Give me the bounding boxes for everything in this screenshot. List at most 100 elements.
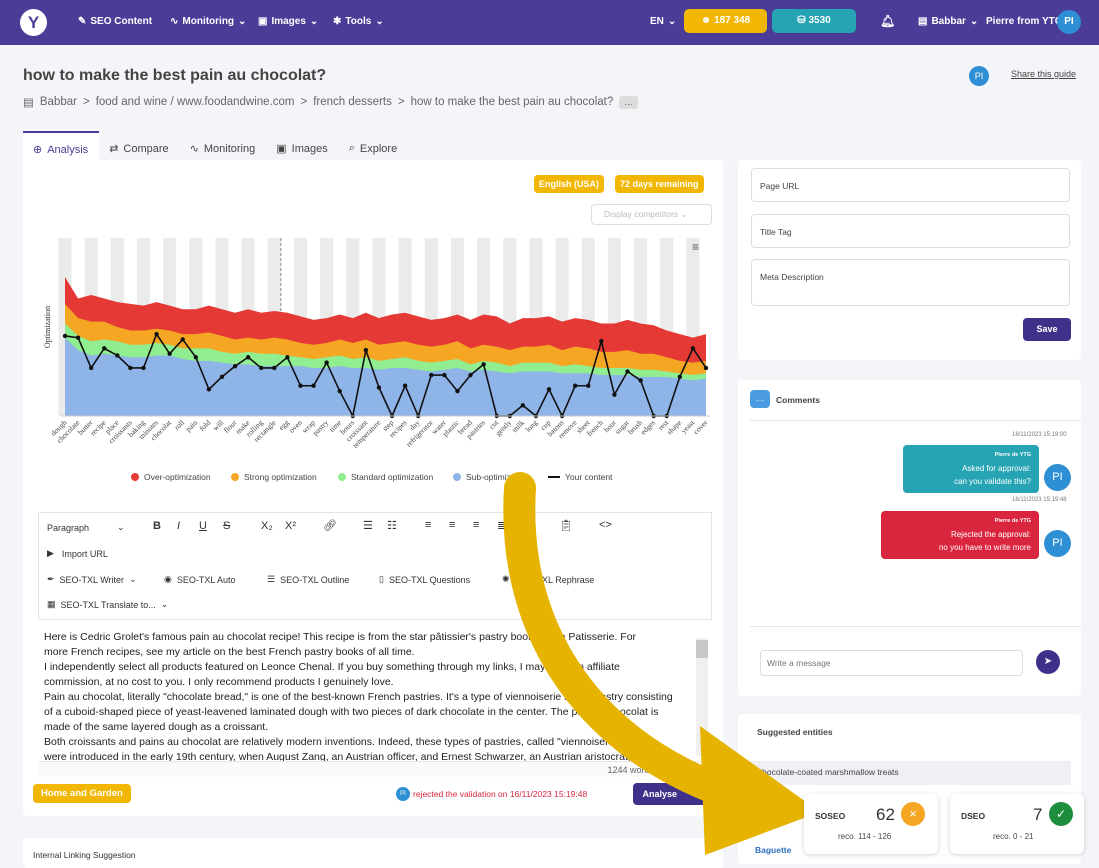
your-content-point bbox=[219, 374, 225, 380]
your-content-point bbox=[481, 362, 486, 367]
import-url-button[interactable]: ▶ Import URL bbox=[47, 548, 108, 559]
footer-avatar: PI bbox=[396, 787, 410, 801]
language-badge: English (USA) bbox=[534, 175, 604, 193]
legend-dot bbox=[338, 473, 346, 481]
nav-tools[interactable]: ✱ Tools ⌄ bbox=[333, 16, 384, 27]
legend-over[interactable]: Over-optimization bbox=[131, 472, 211, 482]
tab-analysis[interactable]: ⊕ Analysis bbox=[23, 131, 100, 164]
nav-seo-content[interactable]: ✎ SEO Content bbox=[78, 16, 153, 27]
nav-monitoring[interactable]: ∿ Monitoring ⌄ bbox=[170, 16, 247, 27]
your-content-point bbox=[272, 365, 277, 371]
paragraph-select[interactable]: Paragraph ⌄ bbox=[47, 522, 125, 533]
breadcrumb-item[interactable]: french desserts bbox=[313, 96, 392, 108]
your-content-point bbox=[546, 387, 552, 392]
legend-strong[interactable]: Strong optimization bbox=[231, 472, 317, 482]
legend-standard[interactable]: Standard optimization bbox=[338, 472, 433, 482]
align-left-icon[interactable]: ≡ bbox=[425, 519, 432, 531]
account-selector[interactable]: ▤ Babbar ⌄ bbox=[918, 16, 979, 27]
editor-line: made of the same layered dough as a croi… bbox=[44, 721, 269, 733]
bold-button[interactable]: B bbox=[153, 520, 161, 532]
your-content-point bbox=[402, 383, 408, 388]
bell-icon[interactable]: 🔔︎ bbox=[880, 14, 896, 28]
seo-writer-button[interactable]: ✒ SEO-TXL Writer ⌄ bbox=[47, 574, 137, 585]
justify-icon[interactable]: ≣ bbox=[497, 520, 507, 532]
seo-outline-button[interactable]: ☰ SEO-TXL Outline bbox=[267, 574, 350, 585]
breadcrumb-item[interactable]: food and wine / www.foodandwine.com bbox=[95, 96, 295, 108]
legend-sub[interactable]: Sub-optimization bbox=[453, 472, 529, 482]
seo-rephrase-button[interactable]: ✺ SEO-TXL Rephrase bbox=[502, 574, 595, 585]
chevron-down-icon: ⌄ bbox=[969, 16, 979, 27]
chevron-down-icon: ⌄ bbox=[129, 574, 137, 584]
seo-translate-button[interactable]: ▦ SEO-TXL Translate to... ⌄ bbox=[47, 599, 169, 610]
credits-badge-2[interactable]: ⛁ 3530 bbox=[772, 9, 856, 33]
save-button[interactable]: Save bbox=[1023, 318, 1071, 341]
top-bar: Y ✎ SEO Content ∿ Monitoring ⌄ ▣ Images ⌄ ✱ To… bbox=[0, 0, 1099, 45]
comment-line: can you validate this? bbox=[954, 477, 1031, 486]
credits-badge-1[interactable]: ☻ 187 348 bbox=[684, 9, 767, 33]
link-icon[interactable]: 🔗︎ bbox=[323, 520, 337, 532]
share-guide-link[interactable]: Share this guide bbox=[1011, 69, 1077, 79]
breadcrumb-separator: > bbox=[397, 96, 405, 108]
numbered-list-icon[interactable]: ☷ bbox=[387, 520, 397, 532]
comment-avatar: PI bbox=[1044, 464, 1071, 491]
tab-monitoring[interactable]: ∿ Monitoring bbox=[189, 142, 256, 156]
your-content-point bbox=[599, 339, 604, 344]
bullet-list-icon[interactable]: ☰ bbox=[363, 520, 373, 532]
legend-your-content[interactable]: Your content bbox=[548, 472, 612, 482]
meta-description-field[interactable]: Meta Description bbox=[751, 259, 1070, 306]
your-content-point bbox=[167, 351, 172, 356]
search-icon: ⌕ bbox=[348, 142, 355, 154]
editor-line: Pain au chocolat, literally "chocolate b… bbox=[44, 691, 673, 703]
display-competitors-select[interactable]: Display competitors ⌄ bbox=[591, 204, 712, 225]
your-content-line bbox=[64, 332, 707, 419]
your-content-point bbox=[586, 383, 591, 388]
send-icon[interactable]: ➤ bbox=[1036, 650, 1060, 674]
editor-scrollbar[interactable] bbox=[696, 638, 708, 756]
code-view-icon[interactable]: <> bbox=[599, 519, 612, 531]
your-content-point bbox=[442, 372, 447, 378]
breadcrumb-more-button[interactable]: ... bbox=[619, 95, 638, 109]
editor-line: commission, at no cost to you. I only re… bbox=[44, 676, 394, 688]
seo-questions-button[interactable]: ▯ SEO-TXL Questions bbox=[379, 574, 471, 585]
scrollbar-thumb[interactable] bbox=[696, 640, 708, 658]
entity-item[interactable]: Chocolate-coated marshmallow treats bbox=[750, 761, 1071, 785]
tab-images[interactable]: ▣ Images bbox=[276, 142, 328, 156]
breadcrumb-item[interactable]: Babbar bbox=[39, 96, 77, 108]
align-right-icon[interactable]: ≡ bbox=[473, 519, 480, 531]
legend-dot bbox=[231, 473, 239, 481]
building-icon: ▤ bbox=[918, 16, 928, 27]
tools-icon: ✱ bbox=[333, 16, 342, 27]
title-tag-field[interactable]: Title Tag bbox=[751, 214, 1070, 248]
superscript-button[interactable]: X² bbox=[285, 520, 296, 532]
chart-menu-icon[interactable]: ≡ bbox=[692, 240, 700, 254]
user-avatar[interactable]: PI bbox=[1057, 10, 1081, 34]
seo-auto-button[interactable]: ◉ SEO-TXL Auto bbox=[164, 574, 236, 585]
italic-button[interactable]: I bbox=[177, 520, 181, 532]
underline-button[interactable]: U bbox=[199, 520, 207, 532]
owner-avatar[interactable]: PI bbox=[969, 66, 989, 86]
sparkle-icon: ✺ bbox=[502, 574, 510, 584]
paste-icon[interactable]: 📋︎ bbox=[559, 520, 573, 532]
tab-explore[interactable]: ⌕ Explore bbox=[348, 142, 398, 155]
legend-dot bbox=[453, 473, 461, 481]
nav-images[interactable]: ▣ Images ⌄ bbox=[258, 16, 319, 27]
breadcrumb: ▤ Babbar > food and wine / www.foodandwi… bbox=[23, 95, 638, 109]
dseo-score-card: DSEO 7 ✓ reco. 0 - 21 bbox=[950, 794, 1084, 854]
align-center-icon[interactable]: ≡ bbox=[449, 519, 456, 531]
category-badge[interactable]: Home and Garden bbox=[33, 784, 131, 803]
entity-item[interactable]: Baguette bbox=[755, 845, 792, 855]
page-url-field[interactable]: Page URL bbox=[751, 168, 1070, 202]
app-logo[interactable]: Y bbox=[20, 9, 47, 36]
subscript-button[interactable]: X₂ bbox=[261, 520, 273, 532]
language-selector[interactable]: EN ⌄ bbox=[650, 16, 677, 27]
strikethrough-button[interactable]: S bbox=[223, 520, 231, 532]
your-content-point bbox=[259, 365, 264, 371]
user-name[interactable]: Pierre from YTG bbox=[986, 16, 1063, 27]
internal-linking-title: Internal Linking Suggestion bbox=[33, 850, 136, 860]
arrow-head bbox=[700, 726, 820, 855]
comment-timestamp: 16/11/2023 15:19:48 bbox=[1012, 497, 1067, 503]
message-input[interactable] bbox=[760, 650, 1023, 676]
outline-icon: ☰ bbox=[267, 574, 276, 584]
tab-compare[interactable]: ⇄ Compare bbox=[109, 142, 169, 156]
